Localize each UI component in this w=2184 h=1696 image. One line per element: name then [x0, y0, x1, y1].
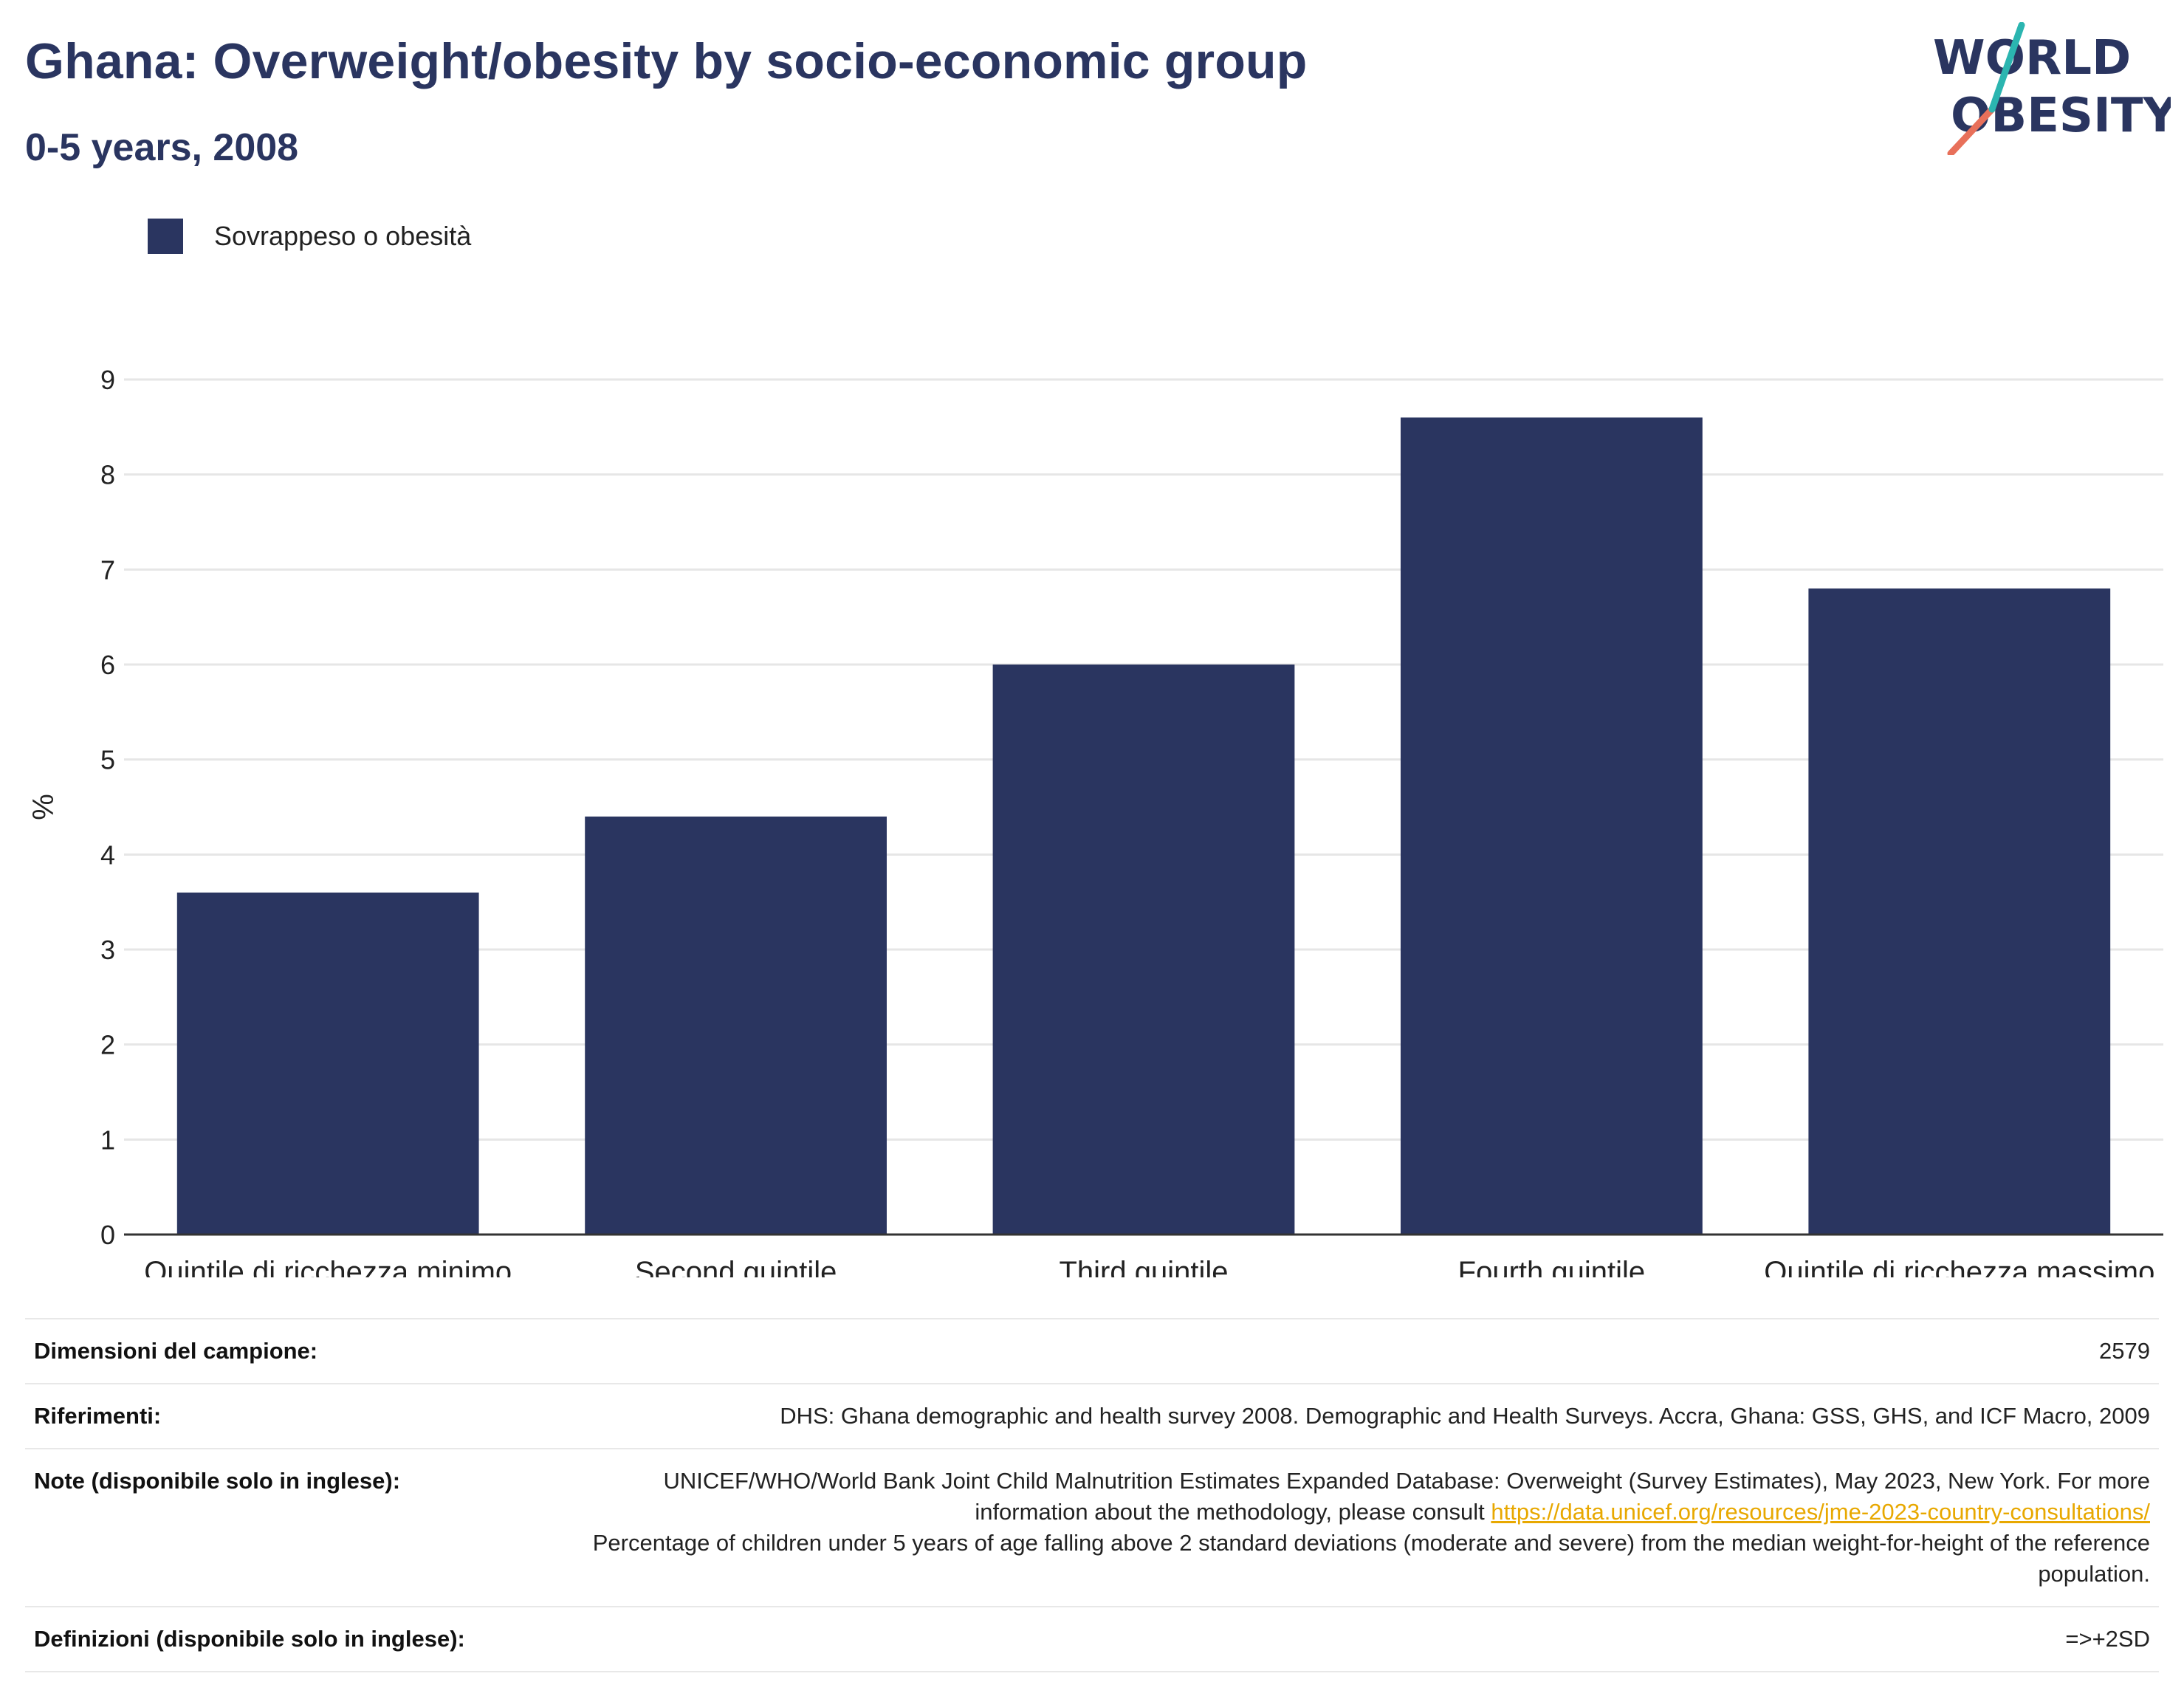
- notes-text-1: UNICEF/WHO/World Bank Joint Child Malnut…: [663, 1468, 2150, 1525]
- definitions-label: Definizioni (disponibile solo in inglese…: [25, 1606, 560, 1672]
- chart-legend[interactable]: Sovrappeso o obesità: [148, 219, 471, 254]
- info-row-sample: Dimensioni del campione: 2579: [25, 1318, 2159, 1384]
- notes-value: UNICEF/WHO/World Bank Joint Child Malnut…: [560, 1448, 2159, 1607]
- y-tick-label: 0: [100, 1220, 115, 1250]
- y-tick-label: 3: [100, 935, 115, 965]
- info-row-notes: Note (disponibile solo in inglese): UNIC…: [25, 1448, 2159, 1607]
- y-tick-label: 1: [100, 1125, 115, 1155]
- bar: [992, 665, 1295, 1235]
- legend-swatch: [148, 219, 183, 254]
- bar: [585, 816, 887, 1235]
- y-tick-label: 9: [100, 365, 115, 395]
- y-tick-label: 7: [100, 555, 115, 585]
- sample-label: Dimensioni del campione:: [25, 1318, 560, 1384]
- info-row-definitions: Definizioni (disponibile solo in inglese…: [25, 1606, 2159, 1672]
- y-axis-label: %: [27, 794, 60, 820]
- world-obesity-logo: WORLD OBESITY: [1933, 22, 2171, 155]
- logo-line-world: WORLD: [1933, 31, 2131, 86]
- notes-text-2: Percentage of children under 5 years of …: [592, 1530, 2150, 1587]
- bar-chart: 0 1 2 3 4 5 6 7 8 9 Quintile di ricchezza minimo Se…: [27, 365, 2163, 1277]
- y-tick-label: 2: [100, 1030, 115, 1060]
- x-category-label: Third quintile: [1059, 1256, 1228, 1277]
- bar: [176, 892, 479, 1235]
- info-row-references: Riferimenti: DHS: Ghana demographic and …: [25, 1383, 2159, 1449]
- sample-value: 2579: [560, 1318, 2159, 1384]
- x-category-label: Second quintile: [635, 1256, 837, 1277]
- info-table: Dimensioni del campione: 2579 Riferiment…: [25, 1318, 2159, 1672]
- y-tick-label: 5: [100, 745, 115, 775]
- y-tick-label: 6: [100, 650, 115, 680]
- y-tick-label: 8: [100, 460, 115, 490]
- definitions-value: =>+2SD: [560, 1606, 2159, 1672]
- notes-label: Note (disponibile solo in inglese):: [25, 1448, 560, 1607]
- legend-label: Sovrappeso o obesità: [214, 221, 472, 251]
- notes-link[interactable]: https://data.unicef.org/resources/jme-20…: [1491, 1499, 2150, 1525]
- x-category-label: Quintile di ricchezza minimo: [144, 1256, 512, 1277]
- chart-subtitle: 0-5 years, 2008: [25, 126, 299, 169]
- x-category-label: Fourth quintile: [1458, 1256, 1645, 1277]
- bar: [1401, 417, 1703, 1235]
- x-category-label: Quintile di ricchezza massimo: [1764, 1256, 2154, 1277]
- references-value: DHS: Ghana demographic and health survey…: [560, 1383, 2159, 1449]
- references-label: Riferimenti:: [25, 1383, 560, 1449]
- chart-title: Ghana: Overweight/obesity by socio-econo…: [25, 33, 1308, 89]
- y-tick-label: 4: [100, 840, 115, 870]
- bar: [1808, 588, 2111, 1235]
